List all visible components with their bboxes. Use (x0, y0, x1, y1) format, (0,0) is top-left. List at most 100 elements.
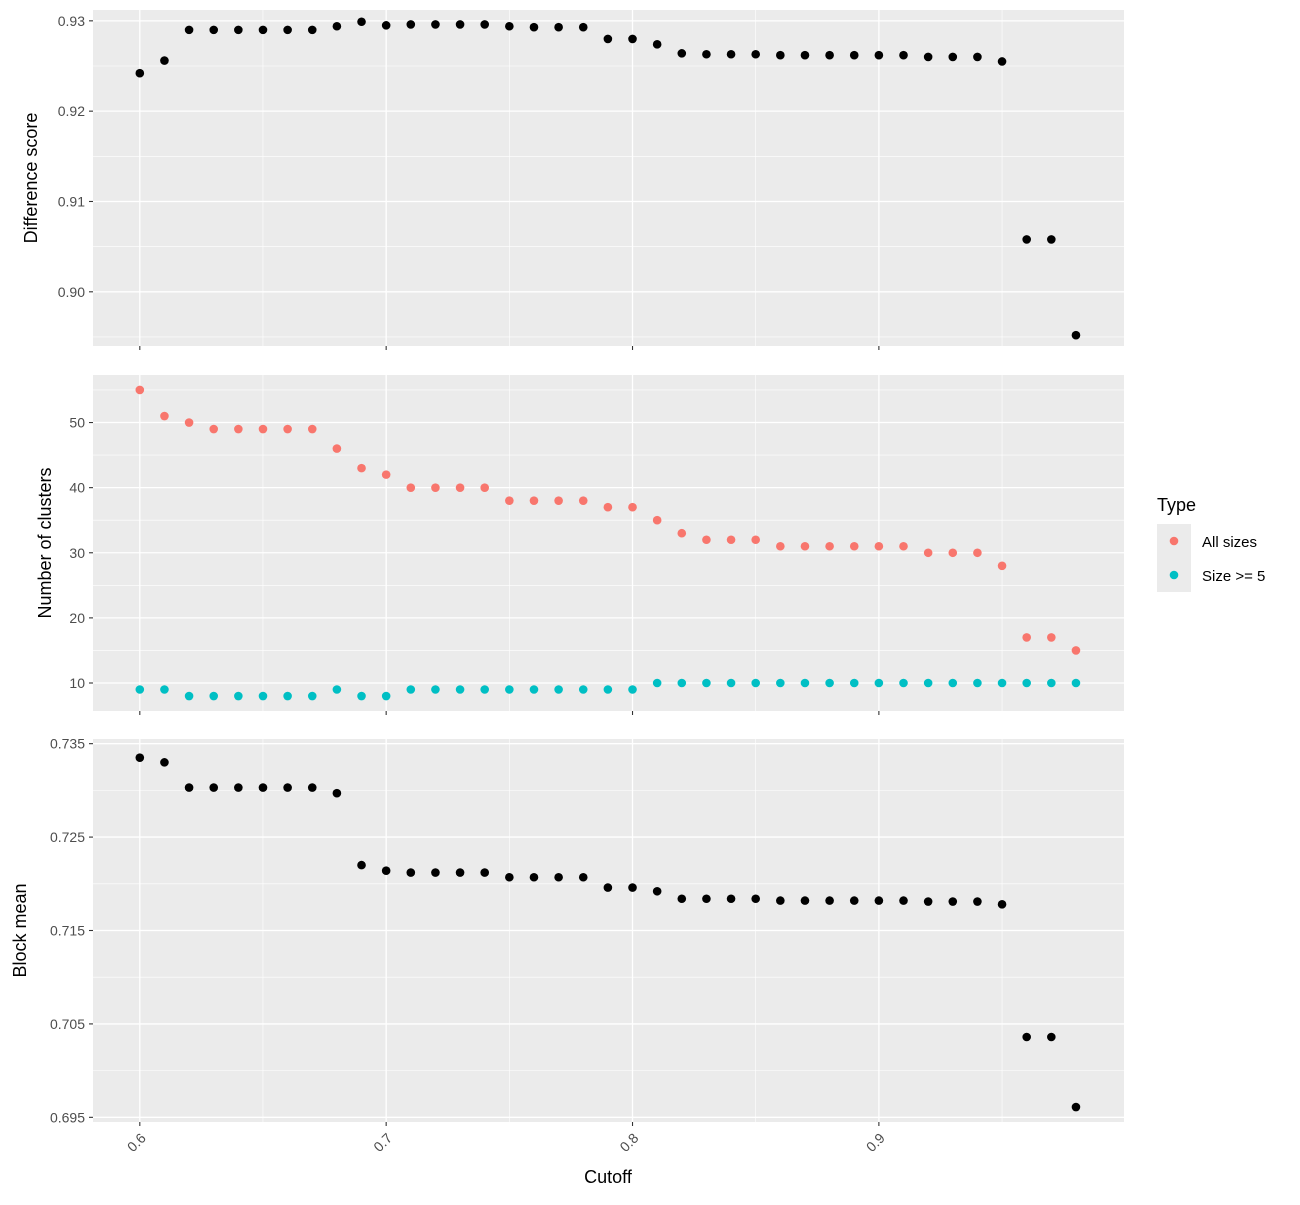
x-tick-label: 0.7 (370, 1130, 395, 1155)
data-point (776, 541, 785, 551)
x-axis: 0.6 0.7 0.8 0.9 (124, 1130, 888, 1155)
data-point (1047, 1032, 1056, 1042)
x-tick-label: 0.6 (124, 1130, 149, 1155)
data-point (652, 515, 662, 525)
data-point (283, 691, 292, 701)
panel-1: 0.90 0.91 0.92 0.93 Difference score (21, 10, 1124, 350)
data-point (480, 685, 490, 694)
data-point (825, 50, 834, 60)
data-point (923, 548, 933, 558)
series-points-1 (135, 753, 1081, 1112)
data-point (849, 541, 859, 551)
data-point (160, 758, 169, 767)
data-point (209, 691, 219, 701)
data-point (800, 678, 810, 688)
data-point (332, 21, 342, 31)
data-point (381, 866, 391, 876)
data-point (973, 897, 982, 906)
data-point (554, 22, 563, 32)
data-point (776, 678, 785, 688)
data-point (702, 49, 711, 59)
y-axis-title: Difference score (21, 113, 41, 244)
data-point (578, 22, 588, 32)
data-point (973, 548, 982, 558)
data-point (283, 25, 292, 35)
data-point (209, 25, 219, 35)
data-point (578, 872, 588, 882)
data-point (874, 678, 884, 688)
data-point (258, 25, 268, 35)
data-point (455, 685, 465, 694)
data-point (332, 685, 342, 694)
data-point (1047, 633, 1056, 642)
data-point (1047, 235, 1056, 244)
series-size-5 (135, 678, 1081, 701)
data-point (628, 883, 637, 892)
data-point (406, 685, 416, 694)
data-point (652, 678, 662, 688)
data-point (948, 548, 958, 558)
legend-label-all-sizes: All sizes (1202, 534, 1257, 551)
data-point (209, 783, 219, 792)
data-point (406, 868, 416, 877)
data-point (160, 411, 169, 421)
data-point (751, 535, 760, 545)
data-point (1071, 646, 1081, 655)
data-point (1071, 678, 1081, 688)
panel-background (93, 10, 1124, 346)
y-tick-label: 0.695 (50, 1109, 85, 1125)
data-point (702, 678, 711, 688)
data-point (135, 753, 145, 762)
data-point (431, 868, 440, 877)
data-point (307, 25, 317, 35)
data-point (603, 883, 613, 892)
data-point (357, 17, 366, 27)
data-point (455, 20, 465, 29)
data-point (603, 502, 613, 512)
data-point (726, 894, 736, 904)
data-point (997, 678, 1007, 688)
data-point (874, 541, 884, 551)
y-tick-label: 50 (69, 415, 85, 431)
data-point (431, 483, 440, 492)
data-point (948, 678, 958, 688)
data-point (505, 685, 514, 694)
y-axis-title: Block mean (10, 883, 30, 977)
y-tick-label: 0.735 (50, 736, 85, 752)
data-point (825, 896, 834, 905)
data-point (751, 49, 760, 59)
data-point (184, 783, 194, 792)
data-point (874, 896, 884, 905)
data-point (307, 424, 317, 434)
y-tick-label: 0.90 (58, 284, 85, 300)
data-point (726, 678, 736, 688)
data-point (431, 20, 440, 29)
data-point (751, 678, 760, 688)
data-point (578, 685, 588, 694)
data-point (529, 496, 539, 505)
data-point (997, 57, 1007, 66)
y-tick-label: 20 (69, 610, 85, 626)
data-point (505, 872, 514, 882)
series-all-sizes (135, 385, 1081, 655)
data-point (332, 788, 342, 798)
data-point (899, 50, 908, 60)
data-point (505, 496, 514, 505)
data-point (135, 685, 145, 694)
panels-layer: 0.90 0.91 0.92 0.93 Difference score 10 20 30 40… (10, 10, 1124, 1126)
data-point (800, 541, 810, 551)
legend-title: Type (1157, 495, 1196, 515)
data-point (505, 21, 514, 31)
data-point (357, 691, 366, 701)
y-tick-label: 0.92 (58, 103, 85, 119)
data-point (431, 685, 440, 694)
data-point (726, 49, 736, 59)
data-point (529, 685, 539, 694)
data-point (455, 868, 465, 877)
data-point (332, 444, 342, 453)
data-point (776, 50, 785, 60)
data-point (677, 894, 687, 904)
data-point (923, 52, 933, 62)
data-point (184, 25, 194, 35)
